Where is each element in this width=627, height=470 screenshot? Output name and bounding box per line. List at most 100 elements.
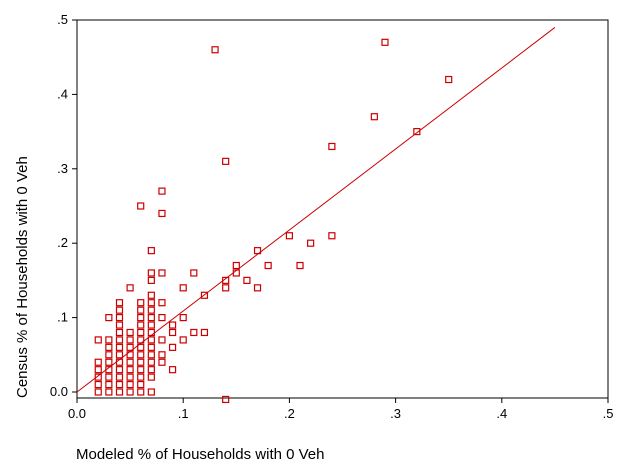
x-axis-label: Modeled % of Households with 0 Veh	[76, 446, 325, 463]
x-tick-label: .1	[178, 406, 189, 421]
data-point	[137, 306, 145, 314]
data-point	[147, 247, 155, 255]
plot-frame	[76, 19, 609, 399]
data-point	[137, 373, 145, 381]
data-point	[94, 388, 102, 396]
data-point	[307, 239, 315, 247]
data-point	[126, 343, 134, 351]
data-point	[105, 343, 113, 351]
data-point	[94, 358, 102, 366]
x-tick-label: .4	[496, 406, 507, 421]
data-point	[126, 351, 134, 359]
data-point	[147, 306, 155, 314]
data-point	[105, 314, 113, 322]
data-point	[115, 299, 124, 307]
data-point	[190, 269, 198, 277]
data-point	[105, 366, 113, 374]
data-point	[158, 336, 166, 344]
data-point	[137, 388, 145, 396]
data-point	[105, 358, 113, 366]
data-point	[147, 299, 155, 307]
data-point	[105, 380, 113, 389]
data-point	[232, 261, 240, 270]
data-point	[126, 366, 134, 374]
y-tick-label: .1	[57, 310, 68, 325]
data-point	[168, 328, 177, 337]
data-point	[115, 343, 124, 351]
data-point	[190, 328, 198, 337]
data-point	[179, 284, 187, 292]
data-point	[147, 328, 155, 337]
data-point	[137, 380, 145, 389]
data-point	[115, 306, 124, 314]
data-point	[147, 321, 155, 329]
data-point	[285, 232, 293, 240]
data-point	[137, 314, 145, 322]
data-point	[115, 380, 124, 389]
data-point	[243, 276, 251, 284]
data-point	[168, 343, 177, 351]
data-point	[115, 351, 124, 359]
data-point	[158, 187, 166, 195]
data-point	[105, 351, 113, 359]
data-points	[94, 38, 453, 404]
data-point	[126, 388, 134, 396]
data-point	[168, 366, 177, 374]
data-point	[413, 128, 421, 136]
data-point	[115, 388, 124, 396]
data-point	[158, 358, 166, 366]
data-point	[264, 261, 272, 270]
y-axis-ticks: 0.0 .1 .2 .3 .4 .5	[50, 12, 77, 399]
data-point	[200, 328, 209, 337]
data-point	[147, 351, 155, 359]
data-point	[137, 336, 145, 344]
data-point	[158, 299, 166, 307]
data-point	[126, 373, 134, 381]
data-point	[115, 358, 124, 366]
data-point	[147, 358, 155, 366]
data-point	[147, 269, 155, 277]
data-point	[115, 314, 124, 322]
x-tick-label: .3	[390, 406, 401, 421]
data-point	[126, 328, 134, 337]
x-tick-label: 0.0	[68, 406, 86, 421]
data-point	[126, 336, 134, 344]
data-point	[222, 157, 230, 165]
data-point	[147, 373, 155, 381]
data-point	[115, 366, 124, 374]
data-point	[126, 284, 134, 292]
data-point	[94, 366, 102, 374]
data-point	[147, 314, 155, 322]
data-point	[211, 46, 219, 54]
data-point	[179, 336, 187, 344]
data-point	[370, 113, 378, 121]
data-point	[296, 261, 304, 270]
data-point	[158, 351, 166, 359]
data-point	[147, 388, 155, 396]
y-tick-label: 0.0	[50, 384, 68, 399]
data-point	[126, 358, 134, 366]
data-point	[115, 336, 124, 344]
x-axis-ticks: 0.0 .1 .2 .3 .4 .5	[68, 398, 613, 421]
data-point	[94, 336, 102, 344]
data-point	[115, 328, 124, 337]
data-point	[137, 343, 145, 351]
data-point	[137, 321, 145, 329]
data-point	[158, 269, 166, 277]
data-point	[105, 388, 113, 396]
data-point	[137, 328, 145, 337]
x-tick-label: .5	[603, 406, 614, 421]
data-point	[232, 269, 240, 277]
data-point	[105, 336, 113, 344]
data-point	[158, 314, 166, 322]
y-tick-label: .4	[57, 86, 68, 101]
data-point	[105, 373, 113, 381]
data-point	[222, 284, 230, 292]
data-point	[381, 38, 389, 46]
y-axis-label: Census % of Households with 0 Veh	[14, 156, 31, 398]
data-point	[253, 284, 262, 292]
data-point	[200, 291, 209, 299]
data-point	[137, 366, 145, 374]
data-point	[126, 380, 134, 389]
